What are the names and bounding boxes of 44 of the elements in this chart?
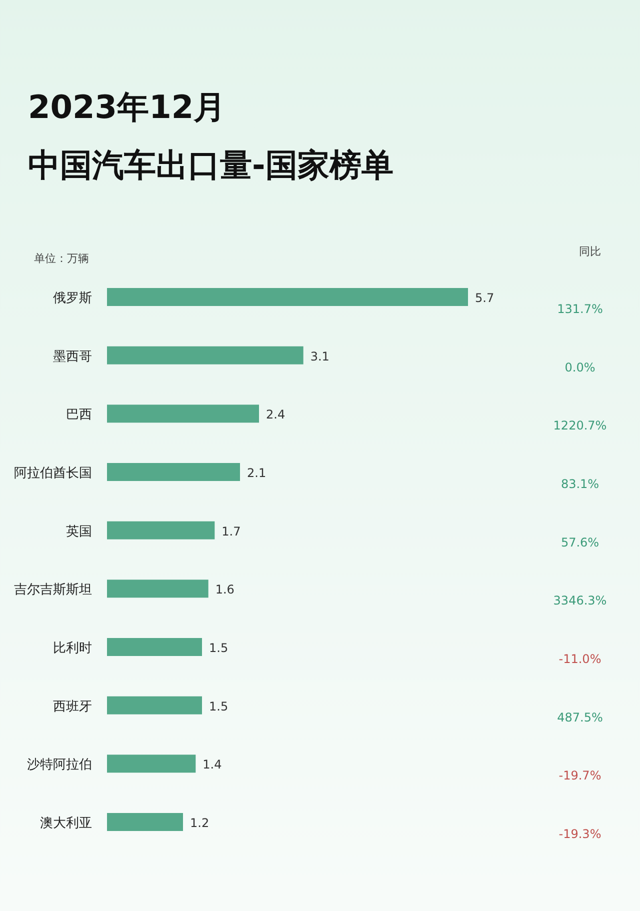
bar xyxy=(107,813,183,831)
text: 57.6% xyxy=(560,535,600,550)
data-label: 1.7 xyxy=(222,524,241,538)
bar xyxy=(107,521,215,540)
chart-subtitle: 中国汽车出口量-国家榜单 xyxy=(28,146,394,184)
text: -19.3% xyxy=(558,827,602,841)
text: -19.7% xyxy=(558,768,602,783)
text: -11.0% xyxy=(558,652,602,666)
data-label: 2.1 xyxy=(247,466,266,480)
y-tick-label: 墨西哥 xyxy=(53,349,92,364)
bar xyxy=(107,346,304,364)
y-tick-label: 俄罗斯 xyxy=(53,291,92,306)
bar xyxy=(107,754,196,773)
y-tick-label: 巴西 xyxy=(66,408,92,423)
bar xyxy=(107,638,202,656)
text: 0.0% xyxy=(564,360,596,374)
y-tick-label: 澳大利亚 xyxy=(40,816,92,831)
data-label: 2.4 xyxy=(266,408,286,422)
data-label: 1.4 xyxy=(202,758,222,772)
bar xyxy=(107,404,259,423)
y-tick-label: 阿拉伯酋长国 xyxy=(14,466,92,481)
data-label: 1.5 xyxy=(209,699,228,714)
data-label: 3.1 xyxy=(310,349,330,364)
bar xyxy=(107,696,202,714)
bar xyxy=(107,580,208,598)
chart-title: 2023年12月 xyxy=(28,88,226,126)
y-tick-label: 吉尔吉斯斯坦 xyxy=(14,582,92,598)
bar xyxy=(107,463,240,481)
y-tick-label: 西班牙 xyxy=(53,699,92,714)
text: 83.1% xyxy=(560,477,600,491)
text: 3346.3% xyxy=(553,594,607,608)
y-tick-label: 英国 xyxy=(66,524,92,540)
y-tick-label: 沙特阿拉伯 xyxy=(27,758,92,773)
data-label: 1.2 xyxy=(190,816,210,830)
text: 同比 xyxy=(579,245,601,258)
data-label: 5.7 xyxy=(475,291,494,305)
data-label: 1.5 xyxy=(209,641,228,655)
text: 1220.7% xyxy=(553,418,607,433)
text: 487.5% xyxy=(557,710,603,724)
bar xyxy=(107,288,468,306)
text: 131.7% xyxy=(557,302,603,316)
y-tick-label: 比利时 xyxy=(53,641,92,656)
text: 单位：万辆 xyxy=(34,252,89,265)
data-label: 1.6 xyxy=(215,582,234,597)
